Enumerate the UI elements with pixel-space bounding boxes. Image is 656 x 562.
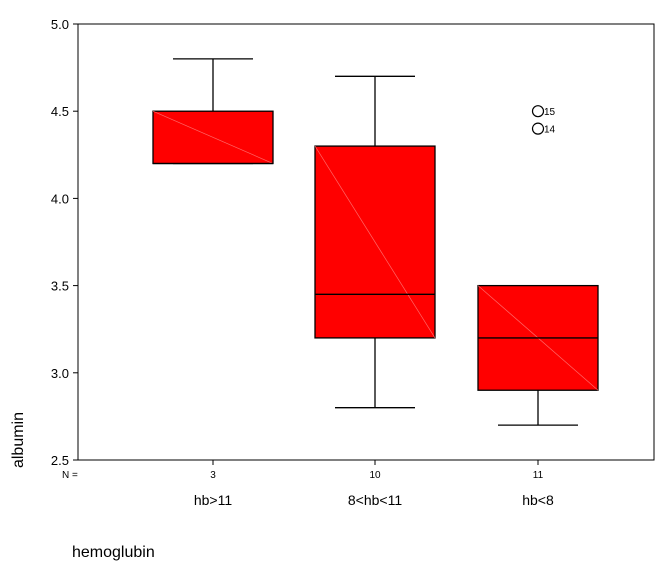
y-tick-label: 5.0 bbox=[51, 17, 69, 32]
y-tick-label: 2.5 bbox=[51, 453, 69, 468]
n-value: 3 bbox=[210, 470, 216, 481]
box-diagonal bbox=[152, 110, 274, 164]
x-axis-title: hemoglubin bbox=[72, 544, 155, 561]
box-8<hb<11 bbox=[314, 75, 436, 409]
outlier-label: 15 bbox=[544, 107, 556, 118]
n-value: 10 bbox=[369, 470, 381, 481]
category-label: hb>11 bbox=[194, 492, 232, 508]
y-axis: 2.5 3.0 3.5 4.0 4.5 5.0 bbox=[51, 17, 78, 468]
outlier-point bbox=[531, 105, 545, 118]
outlier-label: 14 bbox=[544, 125, 556, 136]
n-label: N = bbox=[62, 470, 78, 481]
y-tick-label: 3.5 bbox=[51, 279, 69, 294]
box-hb>11 bbox=[152, 58, 274, 165]
y-tick-label: 4.5 bbox=[51, 104, 69, 119]
category-label: 8<hb<11 bbox=[348, 492, 402, 508]
y-axis-title: albumin bbox=[10, 412, 27, 468]
y-tick-label: 3.0 bbox=[51, 366, 69, 381]
outlier-point bbox=[531, 122, 545, 135]
box-diagonal bbox=[314, 145, 436, 339]
category-label: hb<8 bbox=[522, 492, 554, 508]
x-labels: 3 hb>11 10 8<hb<11 11 hb<8 bbox=[194, 460, 554, 508]
y-tick-label: 4.0 bbox=[51, 191, 69, 206]
plot-frame bbox=[77, 23, 655, 461]
n-value: 11 bbox=[533, 470, 544, 481]
